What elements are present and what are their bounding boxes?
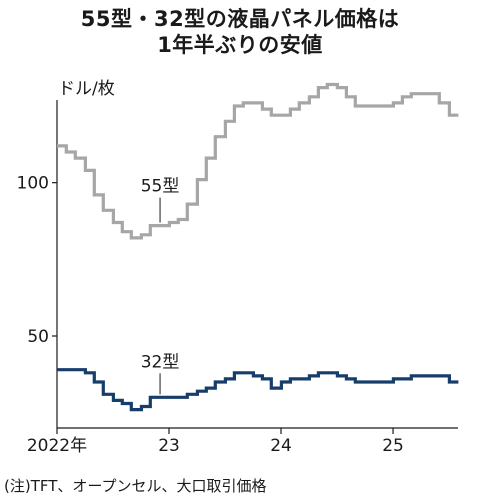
series-line-1 xyxy=(57,368,459,412)
series-line-0 xyxy=(57,82,459,240)
series-label: 55型 xyxy=(141,177,180,197)
chart-title-line1: 55型・32型の液晶パネル価格は xyxy=(80,7,400,31)
chart-title-line2: 1年半ぶりの安値 xyxy=(157,33,323,57)
chart-footnote: (注)TFT、オープンセル、大口取引価格 xyxy=(4,477,267,495)
y-tick-label: 100 xyxy=(17,174,49,194)
x-tick-label: 25 xyxy=(382,436,404,456)
y-axis-unit-label: ドル/枚 xyxy=(58,79,115,99)
y-tick-label: 50 xyxy=(27,327,49,347)
x-tick-label: 2022年 xyxy=(27,436,87,456)
x-tick-label: 23 xyxy=(158,436,180,456)
x-tick-label: 24 xyxy=(270,436,292,456)
series-label: 32型 xyxy=(141,352,180,372)
